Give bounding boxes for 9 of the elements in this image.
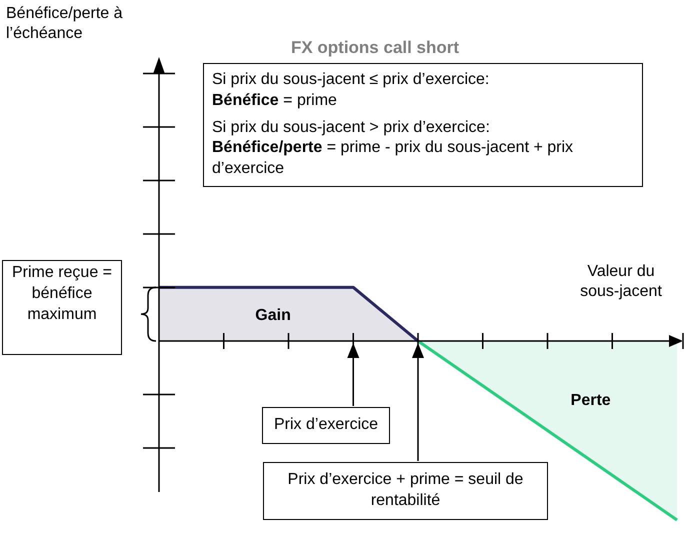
text: Bénéfice/perte à l’échéance [6, 4, 124, 44]
series-label: Perte [570, 392, 611, 410]
x-axis-title: Valeur du sous-jacent [579, 262, 663, 302]
annotation: Prix d’exercice [262, 407, 390, 444]
text: Si prix du sous-jacent ≤ prix d’exercice: Bénéfice = prime Si prix du sous-jacent > prix d’exercice: Bénéfice/perte = prime - prix du sous-jacent + prix d’exercice [212, 71, 574, 178]
annotation: Prix d’exercice + prime = seuil de rentabilité [263, 462, 548, 520]
chart-title: FX options call short [290, 37, 460, 58]
text: Prime reçue = bénéfice maximum [2, 260, 122, 355]
series-label: Gain [255, 306, 291, 324]
